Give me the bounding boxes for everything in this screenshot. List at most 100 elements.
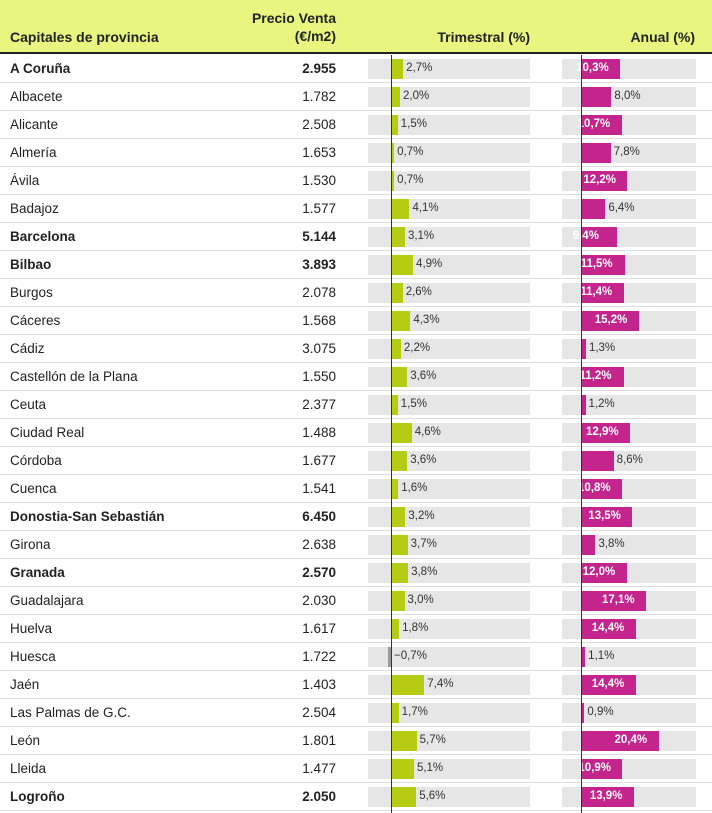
annual-bar bbox=[581, 143, 611, 163]
quarterly-track bbox=[368, 367, 530, 387]
annual-bar bbox=[581, 311, 639, 331]
quarterly-bar bbox=[391, 507, 406, 527]
city-name: Huelva bbox=[10, 621, 53, 636]
price-value: 1.653 bbox=[302, 145, 336, 160]
quarterly-bar bbox=[391, 787, 417, 807]
quarterly-track bbox=[368, 507, 530, 527]
table-row: Ciudad Real 1.488 4,6% 12,9% bbox=[0, 419, 712, 447]
quarterly-bar bbox=[391, 731, 417, 751]
price-value: 3.075 bbox=[302, 341, 336, 356]
price-value: 3.893 bbox=[302, 257, 336, 272]
annual-label: 12,9% bbox=[586, 426, 619, 438]
price-value: 6.450 bbox=[302, 509, 336, 524]
table-row: Lleida 1.477 5,1% 10,9% bbox=[0, 755, 712, 783]
quarterly-track bbox=[368, 479, 530, 499]
quarterly-label: −0,7% bbox=[394, 650, 427, 662]
quarterly-bar bbox=[391, 171, 395, 191]
city-name: Bilbao bbox=[10, 257, 52, 272]
quarterly-bar bbox=[391, 619, 400, 639]
city-name: Barcelona bbox=[10, 229, 76, 244]
quarterly-bar bbox=[391, 367, 408, 387]
table-row: Cádiz 3.075 2,2% 1,3% bbox=[0, 335, 712, 363]
annual-bar bbox=[581, 507, 633, 527]
annual-label: 6,4% bbox=[608, 202, 635, 214]
annual-label: 10,9% bbox=[578, 762, 612, 774]
annual-track bbox=[562, 703, 696, 723]
quarterly-bar bbox=[391, 227, 405, 247]
city-name: Girona bbox=[10, 537, 51, 552]
annual-label: 11,5% bbox=[580, 258, 613, 270]
price-value: 1.541 bbox=[302, 481, 336, 496]
quarterly-track bbox=[368, 227, 530, 247]
table-row: Cuenca 1.541 1,6% 10,8% bbox=[0, 475, 712, 503]
table-row: Huesca 1.722 −0,7% 1,1% bbox=[0, 643, 712, 671]
annual-bar bbox=[581, 563, 627, 583]
quarterly-label: 2,7% bbox=[406, 62, 433, 74]
city-name: Lleida bbox=[10, 761, 47, 776]
column-header-price: Precio Venta (€/m2) bbox=[236, 9, 336, 45]
table-row: Almería 1.653 0,7% 7,8% bbox=[0, 139, 712, 167]
quarterly-track bbox=[368, 591, 530, 611]
quarterly-label: 5,6% bbox=[419, 790, 446, 802]
annual-bar bbox=[581, 479, 623, 499]
quarterly-label: 3,0% bbox=[407, 594, 434, 606]
city-name: Almería bbox=[10, 145, 57, 160]
table-row: Alicante 2.508 1,5% 10,7% bbox=[0, 111, 712, 139]
city-name: Badajoz bbox=[10, 201, 59, 216]
price-value: 2.504 bbox=[302, 705, 336, 720]
price-value: 1.782 bbox=[302, 89, 336, 104]
price-value: 2.638 bbox=[302, 537, 336, 552]
annual-bar bbox=[581, 199, 606, 219]
annual-track bbox=[562, 535, 696, 555]
quarterly-track bbox=[368, 451, 530, 471]
quarterly-bar bbox=[391, 339, 401, 359]
annual-label: 13,9% bbox=[589, 790, 623, 802]
annual-label: 8,6% bbox=[616, 454, 643, 466]
quarterly-label: 2,0% bbox=[403, 90, 430, 102]
city-name: Las Palmas de G.C. bbox=[10, 705, 131, 720]
annual-label: 10,7% bbox=[577, 118, 611, 130]
annual-bar bbox=[581, 591, 646, 611]
column-header-city: Capitales de provincia bbox=[10, 29, 159, 45]
annual-label: 14,4% bbox=[591, 622, 625, 634]
column-header-price-line2: (€/m2) bbox=[294, 28, 336, 44]
quarterly-label: 0,7% bbox=[397, 146, 424, 158]
annual-label: 0,9% bbox=[587, 706, 614, 718]
quarterly-track bbox=[368, 619, 530, 639]
annual-track bbox=[562, 339, 696, 359]
annual-label: 10,8% bbox=[578, 482, 611, 494]
table-row: Cáceres 1.568 4,3% 15,2% bbox=[0, 307, 712, 335]
price-value: 2.078 bbox=[302, 285, 336, 300]
quarterly-label: 4,6% bbox=[414, 426, 441, 438]
city-name: Donostia-San Sebastián bbox=[10, 509, 165, 524]
quarterly-label: 3,6% bbox=[410, 454, 437, 466]
city-name: A Coruña bbox=[10, 61, 71, 76]
quarterly-label: 2,2% bbox=[403, 342, 431, 354]
price-value: 5.144 bbox=[302, 229, 336, 244]
quarterly-label: 1,5% bbox=[400, 398, 427, 410]
annual-bar bbox=[581, 759, 623, 779]
quarterly-bar bbox=[391, 395, 398, 415]
quarterly-zero-axis bbox=[391, 55, 392, 813]
price-value: 2.955 bbox=[302, 61, 336, 76]
price-value: 1.801 bbox=[302, 733, 336, 748]
annual-bar bbox=[581, 227, 617, 247]
quarterly-label: 5,1% bbox=[416, 762, 444, 774]
city-name: Burgos bbox=[10, 285, 53, 300]
city-name: Castellón de la Plana bbox=[10, 369, 138, 384]
quarterly-track bbox=[368, 115, 530, 135]
quarterly-label: 4,3% bbox=[413, 314, 440, 326]
price-value: 2.030 bbox=[302, 593, 336, 608]
price-value: 1.577 bbox=[302, 201, 336, 216]
quarterly-label: 4,1% bbox=[412, 202, 439, 214]
annual-bar bbox=[581, 59, 621, 79]
quarterly-label: 1,6% bbox=[401, 482, 428, 494]
quarterly-track bbox=[368, 395, 530, 415]
quarterly-bar bbox=[391, 703, 399, 723]
table-row: Huelva 1.617 1,8% 14,4% bbox=[0, 615, 712, 643]
annual-zero-axis bbox=[581, 55, 582, 813]
quarterly-bar bbox=[391, 591, 405, 611]
quarterly-label: 3,6% bbox=[410, 370, 437, 382]
annual-label: 3,8% bbox=[598, 538, 625, 550]
